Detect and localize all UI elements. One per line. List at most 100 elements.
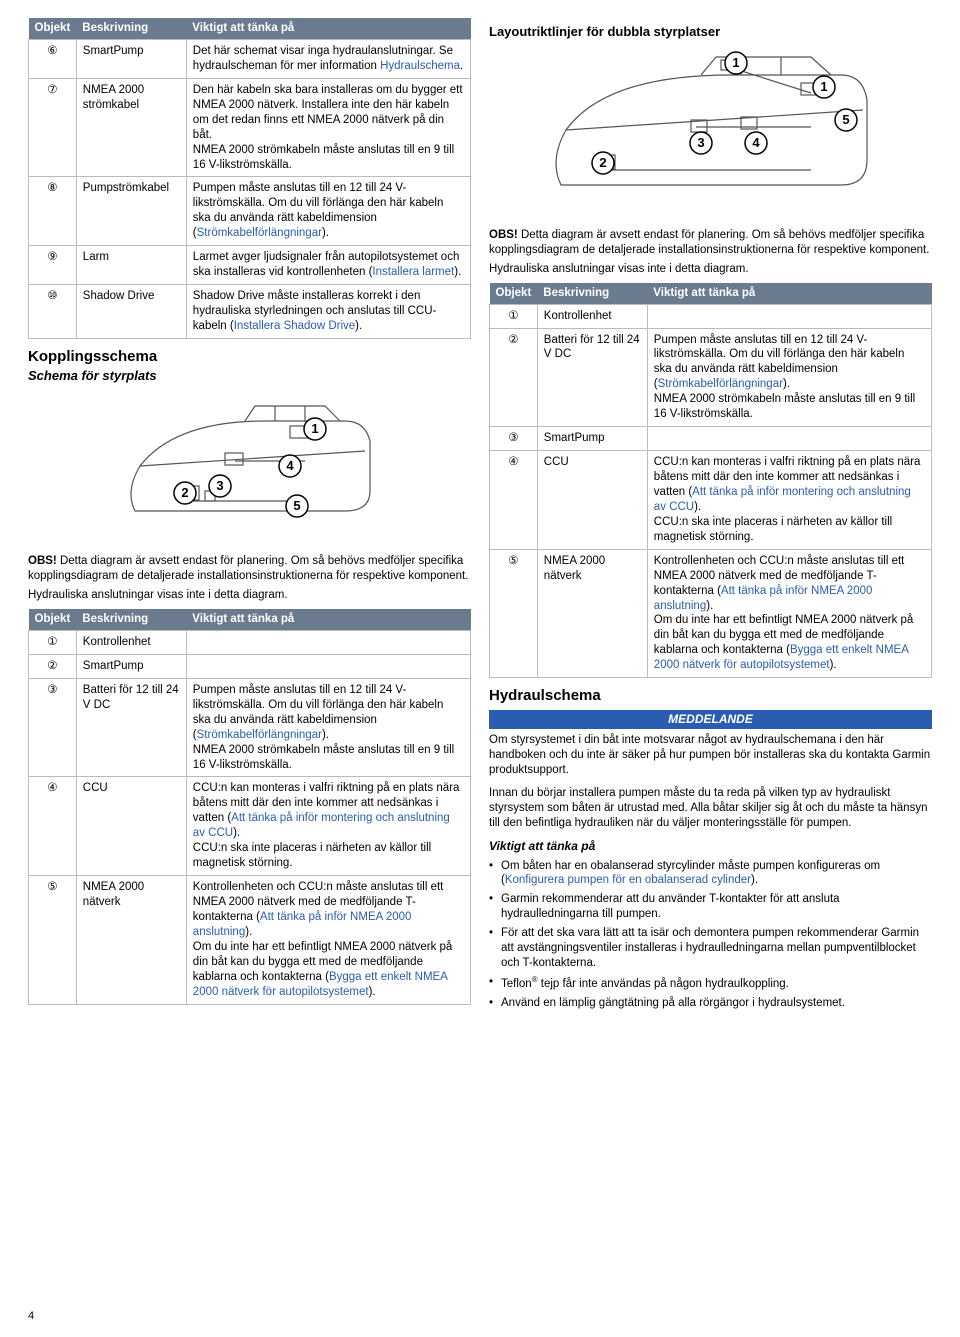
cell-note: Pumpen måste anslutas till en 12 till 24… (186, 678, 470, 777)
svg-text:1: 1 (311, 421, 318, 436)
svg-text:2: 2 (599, 155, 606, 170)
cell-beskrivning: SmartPump (537, 427, 647, 451)
table-row: ⑦NMEA 2000 strömkabelDen här kabeln ska … (29, 78, 471, 177)
table-1: Objekt Beskrivning Viktigt att tänka på … (28, 18, 471, 339)
cell-beskrivning: SmartPump (76, 39, 186, 78)
cell-objekt: ③ (29, 678, 77, 777)
note-block-2: OBS! Detta diagram är avsett endast för … (489, 228, 932, 277)
cell-objekt: ② (490, 328, 538, 427)
table-row: ⑤NMEA 2000 nätverkKontrollenheten och CC… (29, 876, 471, 1005)
cell-note (647, 427, 931, 451)
note-2-text: Hydrauliska anslutningar visas inte i de… (28, 588, 471, 603)
table-row: ④CCUCCU:n kan monteras i valfri riktning… (490, 451, 932, 550)
table-row: ②SmartPump (29, 654, 471, 678)
cell-objekt: ④ (490, 451, 538, 550)
cell-beskrivning: NMEA 2000 nätverk (537, 549, 647, 678)
th-viktigt: Viktigt att tänka på (186, 609, 470, 630)
obs-label: OBS! (489, 229, 518, 241)
link-text[interactable]: Att tänka på inför NMEA 2000 anslutning (193, 911, 412, 938)
svg-text:5: 5 (842, 112, 849, 127)
bullets-header: Viktigt att tänka på (489, 839, 932, 855)
table-row: ③SmartPump (490, 427, 932, 451)
cell-objekt: ⑦ (29, 78, 77, 177)
cell-objekt: ⑨ (29, 246, 77, 285)
cell-note: Shadow Drive måste installeras korrekt i… (186, 285, 470, 339)
page-number: 4 (28, 1309, 34, 1323)
link-text[interactable]: Att tänka på inför NMEA 2000 anslutning (654, 585, 873, 612)
svg-text:1: 1 (732, 55, 739, 70)
link-text[interactable]: Konfigurera pumpen för en obalanserad cy… (505, 874, 751, 886)
cell-objekt: ⑥ (29, 39, 77, 78)
hydraul-p2: Innan du börjar installera pumpen måste … (489, 786, 932, 831)
cell-beskrivning: NMEA 2000 nätverk (76, 876, 186, 1005)
bullet-list: Om båten har en obalanserad styrcylinder… (489, 859, 932, 1011)
cell-objekt: ⑤ (490, 549, 538, 678)
cell-beskrivning: CCU (537, 451, 647, 550)
link-text[interactable]: Strömkabelförlängningar (197, 227, 322, 239)
cell-objekt: ① (29, 630, 77, 654)
cell-objekt: ⑩ (29, 285, 77, 339)
svg-text:4: 4 (752, 135, 760, 150)
table-row: ①Kontrollenhet (490, 304, 932, 328)
link-text[interactable]: Hydraulschema (380, 60, 460, 72)
list-item: För att det ska vara lätt att ta isär oc… (489, 926, 932, 971)
cell-objekt: ④ (29, 777, 77, 876)
cell-note: CCU:n kan monteras i valfri riktning på … (647, 451, 931, 550)
link-text[interactable]: Att tänka på inför montering och anslutn… (193, 812, 450, 839)
svg-text:3: 3 (216, 478, 223, 493)
svg-text:5: 5 (293, 498, 300, 513)
table-row: ⑤NMEA 2000 nätverkKontrollenheten och CC… (490, 549, 932, 678)
cell-note: Den här kabeln ska bara installeras om d… (186, 78, 470, 177)
page-two-column: Objekt Beskrivning Viktigt att tänka på … (28, 18, 932, 1015)
table-row: ①Kontrollenhet (29, 630, 471, 654)
link-text[interactable]: Att tänka på inför montering och anslutn… (654, 486, 911, 513)
cell-beskrivning: Kontrollenhet (537, 304, 647, 328)
th-viktigt: Viktigt att tänka på (647, 283, 931, 304)
cell-beskrivning: NMEA 2000 strömkabel (76, 78, 186, 177)
cell-beskrivning: Shadow Drive (76, 285, 186, 339)
th-objekt: Objekt (490, 283, 538, 304)
link-text[interactable]: Strömkabelförlängningar (658, 378, 783, 390)
table-row: ③Batteri för 12 till 24 V DCPumpen måste… (29, 678, 471, 777)
link-text[interactable]: Installera larmet (372, 266, 454, 278)
heading-hydraulschema: Hydraulschema (489, 686, 932, 706)
cell-objekt: ⑧ (29, 177, 77, 246)
link-text[interactable]: Installera Shadow Drive (234, 320, 355, 332)
cell-beskrivning: Batteri för 12 till 24 V DC (537, 328, 647, 427)
svg-text:4: 4 (286, 458, 294, 473)
link-text[interactable]: Bygga ett enkelt NMEA 2000 nätverk för a… (654, 644, 908, 671)
list-item: Teflon® tejp får inte användas på någon … (489, 975, 932, 992)
boat-diagram-double: 1 1 2 3 4 5 (489, 45, 932, 220)
cell-beskrivning: Larm (76, 246, 186, 285)
svg-text:3: 3 (697, 135, 704, 150)
cell-objekt: ⑤ (29, 876, 77, 1005)
note-3-text: Detta diagram är avsett endast för plane… (489, 229, 929, 256)
link-text[interactable]: Strömkabelförlängningar (197, 729, 322, 741)
table-row: ⑨LarmLarmet avger ljudsignaler från auto… (29, 246, 471, 285)
th-viktigt: Viktigt att tänka på (186, 18, 470, 39)
cell-note: Larmet avger ljudsignaler från autopilot… (186, 246, 470, 285)
heading-kopplingsschema: Kopplingsschema (28, 347, 471, 367)
cell-beskrivning: Batteri för 12 till 24 V DC (76, 678, 186, 777)
cell-beskrivning: Kontrollenhet (76, 630, 186, 654)
note-1-text: Detta diagram är avsett endast för plane… (28, 555, 468, 582)
note-block-1: OBS! Detta diagram är avsett endast för … (28, 554, 471, 603)
link-text[interactable]: Bygga ett enkelt NMEA 2000 nätverk för a… (193, 971, 447, 998)
list-item: Garmin rekommenderar att du använder T-k… (489, 892, 932, 922)
right-column: Layoutriktlinjer för dubbla styrplatser … (489, 18, 932, 1015)
table-row: ⑩Shadow DriveShadow Drive måste installe… (29, 285, 471, 339)
cell-note: CCU:n kan monteras i valfri riktning på … (186, 777, 470, 876)
th-objekt: Objekt (29, 18, 77, 39)
subheading-schema-styrplats: Schema för styrplats (28, 368, 471, 385)
list-item: Om båten har en obalanserad styrcylinder… (489, 859, 932, 889)
th-objekt: Objekt (29, 609, 77, 630)
table-3: Objekt Beskrivning Viktigt att tänka på … (489, 283, 932, 679)
table-row: ②Batteri för 12 till 24 V DCPumpen måste… (490, 328, 932, 427)
svg-text:1: 1 (820, 79, 827, 94)
note-4-text: Hydrauliska anslutningar visas inte i de… (489, 262, 932, 277)
cell-beskrivning: CCU (76, 777, 186, 876)
boat-diagram-single: 1 2 3 4 5 (28, 391, 471, 546)
th-beskrivning: Beskrivning (537, 283, 647, 304)
cell-note: Kontrollenheten och CCU:n måste anslutas… (647, 549, 931, 678)
cell-beskrivning: Pumpströmkabel (76, 177, 186, 246)
